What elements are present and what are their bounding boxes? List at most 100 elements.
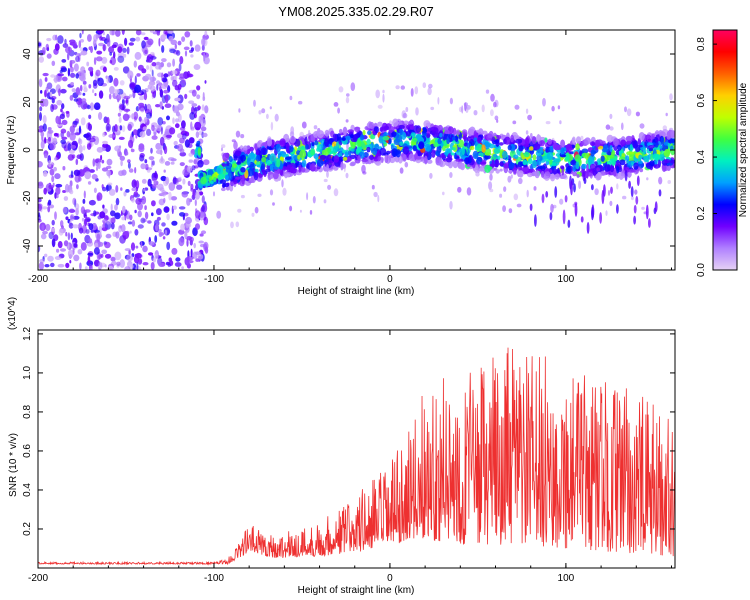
signal-blob (452, 160, 458, 169)
noise-blob (114, 251, 122, 261)
signal-blob (437, 138, 442, 145)
sparse-blob (323, 178, 328, 183)
signal-blob (392, 118, 399, 127)
signal-blob (480, 161, 487, 165)
signal-blob (499, 168, 503, 172)
signal-blob (663, 141, 669, 146)
noise-blob (49, 91, 53, 98)
sparse-blob (609, 200, 613, 207)
noise-blob (65, 231, 68, 237)
noise-blob (139, 131, 146, 138)
sparse-blob (622, 195, 627, 200)
noise-blob (106, 221, 110, 225)
noise-blob (40, 90, 43, 94)
sparse-blob (516, 203, 522, 208)
noise-blob (144, 159, 148, 164)
noise-blob (114, 88, 118, 97)
signal-blob (549, 144, 554, 152)
sparse-blob (230, 221, 234, 229)
signal-blob (611, 158, 616, 166)
noise-blob (166, 115, 170, 121)
noise-blob (38, 42, 41, 47)
signal-blob (370, 134, 376, 140)
noise-blob (54, 256, 62, 260)
sparse-blob (499, 193, 503, 198)
sparse-blob (449, 97, 453, 105)
streak-blob (586, 163, 589, 179)
noise-blob (174, 43, 177, 50)
noise-blob (156, 216, 161, 221)
streak-blob (591, 184, 594, 191)
noise-blob (149, 64, 153, 72)
noise-blob (169, 127, 176, 135)
noise-blob (96, 30, 104, 34)
noise-blob (142, 126, 148, 131)
noise-blob (125, 189, 130, 193)
signal-blob (611, 150, 615, 158)
signal-blob (377, 155, 382, 162)
noise-blob (43, 153, 48, 159)
signal-blob (632, 141, 638, 149)
signal-blob (279, 156, 285, 161)
noise-blob (55, 183, 63, 188)
signal-blob (533, 143, 541, 150)
noise-blob (101, 159, 105, 164)
noise-blob (160, 127, 163, 135)
noise-blob (185, 216, 193, 225)
noise-blob (42, 115, 47, 124)
sparse-blob (269, 189, 274, 196)
signal-blob (236, 161, 242, 165)
signal-blob (325, 155, 332, 161)
signal-blob (222, 183, 226, 188)
signal-blob (487, 134, 493, 138)
signal-blob (515, 138, 523, 144)
y-tick-label: -20 (22, 190, 33, 205)
noise-blob (147, 38, 154, 46)
signal-blob (536, 133, 541, 142)
signal-blob (477, 136, 482, 144)
signal-blob (357, 140, 362, 147)
noise-blob (151, 124, 155, 132)
signal-blob (559, 154, 567, 158)
noise-blob (51, 238, 56, 248)
noise-blob (43, 187, 47, 195)
noise-blob (46, 53, 52, 59)
noise-blob (44, 89, 47, 98)
noise-blob (203, 241, 209, 250)
noise-blob (78, 91, 82, 96)
noise-blob (67, 232, 71, 241)
noise-blob (40, 131, 45, 138)
noise-blob (145, 163, 149, 171)
noise-blob (100, 253, 104, 258)
noise-blob (178, 62, 182, 72)
noise-blob (75, 55, 80, 63)
signal-blob (560, 139, 566, 149)
signal-blob (560, 147, 565, 155)
signal-blob (540, 170, 545, 178)
noise-blob (61, 103, 65, 110)
signal-blob (327, 146, 331, 154)
signal-blob (272, 170, 279, 180)
sparse-blob (238, 108, 241, 113)
noise-blob (51, 60, 56, 66)
streak-blob (603, 184, 606, 197)
noise-blob (76, 184, 79, 190)
signal-blob (266, 160, 272, 166)
noise-blob (57, 73, 64, 77)
signal-blob (484, 152, 492, 156)
noise-blob (197, 105, 201, 111)
noise-blob (170, 196, 178, 201)
signal-blob (613, 138, 619, 147)
noise-blob (170, 161, 175, 165)
noise-blob (62, 76, 68, 82)
signal-blob (463, 135, 467, 142)
streak-blob (599, 212, 602, 224)
signal-blob (269, 164, 274, 172)
noise-blob (143, 36, 149, 41)
signal-blob (489, 143, 495, 149)
noise-blob (142, 199, 145, 205)
signal-blob (399, 141, 404, 146)
noise-blob (195, 223, 200, 230)
noise-blob (67, 67, 71, 77)
noise-blob (81, 98, 87, 103)
